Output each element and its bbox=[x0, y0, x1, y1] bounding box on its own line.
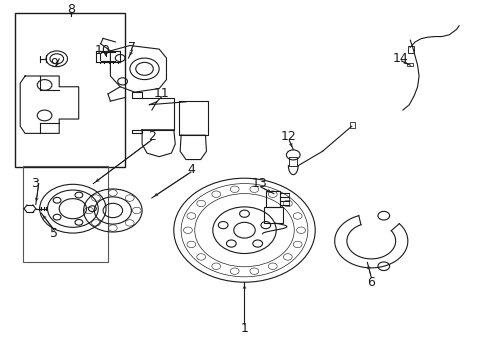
Text: 13: 13 bbox=[251, 177, 266, 190]
Text: 9: 9 bbox=[50, 57, 58, 70]
Text: 2: 2 bbox=[147, 130, 156, 144]
Text: 1: 1 bbox=[240, 322, 248, 335]
Text: 14: 14 bbox=[392, 51, 407, 64]
Bar bbox=[263, 207, 283, 223]
Text: 10: 10 bbox=[95, 44, 111, 57]
Bar bbox=[289, 157, 297, 166]
Text: 4: 4 bbox=[186, 163, 194, 176]
Text: 11: 11 bbox=[153, 87, 169, 100]
Bar bbox=[22, 166, 108, 262]
Bar bbox=[15, 13, 125, 167]
Bar bbox=[280, 193, 288, 205]
Text: 6: 6 bbox=[366, 276, 374, 289]
Text: 7: 7 bbox=[128, 41, 136, 54]
Text: 5: 5 bbox=[50, 227, 58, 240]
Bar bbox=[407, 46, 413, 53]
Text: 12: 12 bbox=[280, 130, 296, 144]
Bar bbox=[406, 63, 412, 66]
Bar bbox=[349, 122, 354, 128]
Bar bbox=[266, 191, 280, 207]
Text: 8: 8 bbox=[67, 3, 75, 16]
Text: 3: 3 bbox=[31, 177, 39, 190]
